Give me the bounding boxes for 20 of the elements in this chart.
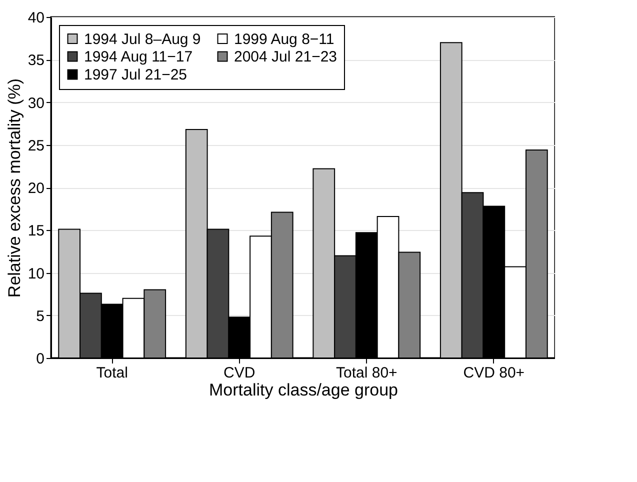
x-tick-label: Total [96,364,128,382]
x-tick-label: CVD [224,364,256,382]
y-tick-label: 25 [28,137,44,154]
legend-label: 2004 Jul 21−23 [234,48,338,66]
x-tick-label: Total 80+ [336,364,398,382]
y-tick-label: 15 [28,222,44,240]
y-tick-label: 0 [36,350,44,368]
y-axis-title: Relative excess mortality (%) [4,78,24,298]
y-tick-label: 20 [28,180,44,197]
x-axis-title: Mortality class/age group [209,380,398,400]
legend-label: 1994 Aug 11−17 [84,48,193,66]
y-tick-label: 5 [36,308,44,325]
y-tick-label: 40 [28,10,44,26]
legend-label: 1999 Aug 8−11 [234,30,334,48]
x-tick-label: CVD 80+ [463,364,525,382]
legend-label: 1997 Jul 21−25 [84,66,188,84]
y-tick-label: 35 [28,52,44,70]
legend-label: 1994 Jul 8–Aug 9 [84,30,201,48]
y-tick-label: 10 [28,265,44,282]
y-tick-label: 30 [28,94,44,112]
